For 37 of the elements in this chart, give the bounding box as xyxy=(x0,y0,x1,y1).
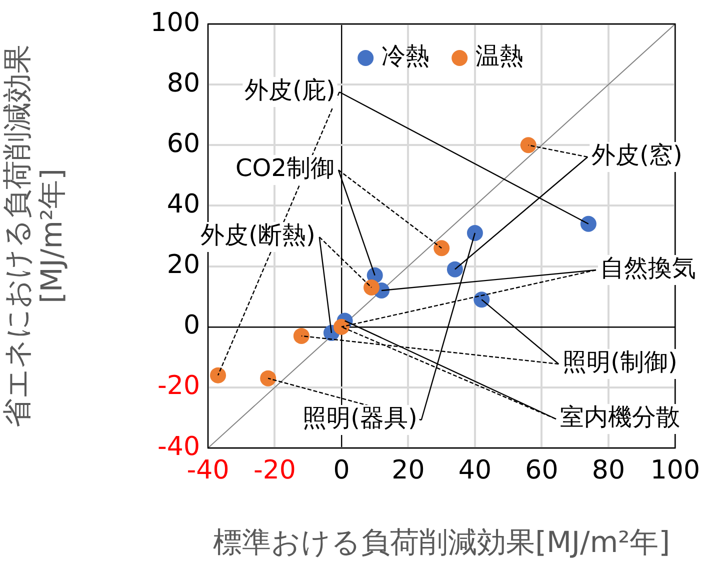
annotation: 照明(制御) xyxy=(562,348,678,376)
x-axis-title: 標準おける負荷削減効果[MJ/m²年] xyxy=(213,525,670,560)
x-tick-label: 80 xyxy=(592,455,625,486)
x-tick-label: 20 xyxy=(392,455,425,486)
y-tick-label: 100 xyxy=(150,8,200,38)
annotation: 外皮(窓) xyxy=(592,141,682,170)
y-tick-label: 40 xyxy=(166,189,200,220)
y-tick-label: -20 xyxy=(158,371,200,402)
point xyxy=(364,279,380,296)
x-tick-label: -20 xyxy=(254,455,296,486)
point xyxy=(466,224,483,241)
y-tick-label: 60 xyxy=(166,128,200,159)
point xyxy=(580,216,596,232)
y-tick-label: 20 xyxy=(166,250,200,280)
legend-label: 温熱 xyxy=(476,42,524,70)
y-tick-label: 80 xyxy=(166,68,200,98)
point xyxy=(446,261,463,278)
x-tick-label: 60 xyxy=(525,455,558,486)
point xyxy=(474,292,490,308)
annotation: CO2制御 xyxy=(236,154,334,182)
point xyxy=(333,318,350,335)
x-tick-label: 0 xyxy=(333,455,350,486)
point xyxy=(210,367,226,384)
x-tick-label: 40 xyxy=(458,455,492,486)
annotation: 外皮(庇) xyxy=(244,76,336,104)
y-tick-label: 0 xyxy=(183,310,200,341)
legend-label: 冷熱 xyxy=(382,42,430,70)
x-tick-label: 100 xyxy=(650,455,700,486)
point xyxy=(293,328,310,344)
annotation: 照明(器具) xyxy=(302,404,418,432)
point xyxy=(520,137,536,154)
annotation: 室内機分散 xyxy=(560,403,680,432)
point xyxy=(434,240,450,256)
y-axis-title: 省エネにおける負荷削減効果 [MJ/m²年] xyxy=(0,44,69,428)
annotation: 自然換気 xyxy=(600,254,696,282)
point xyxy=(260,370,276,386)
annotation: 外皮(断熱) xyxy=(200,221,316,250)
